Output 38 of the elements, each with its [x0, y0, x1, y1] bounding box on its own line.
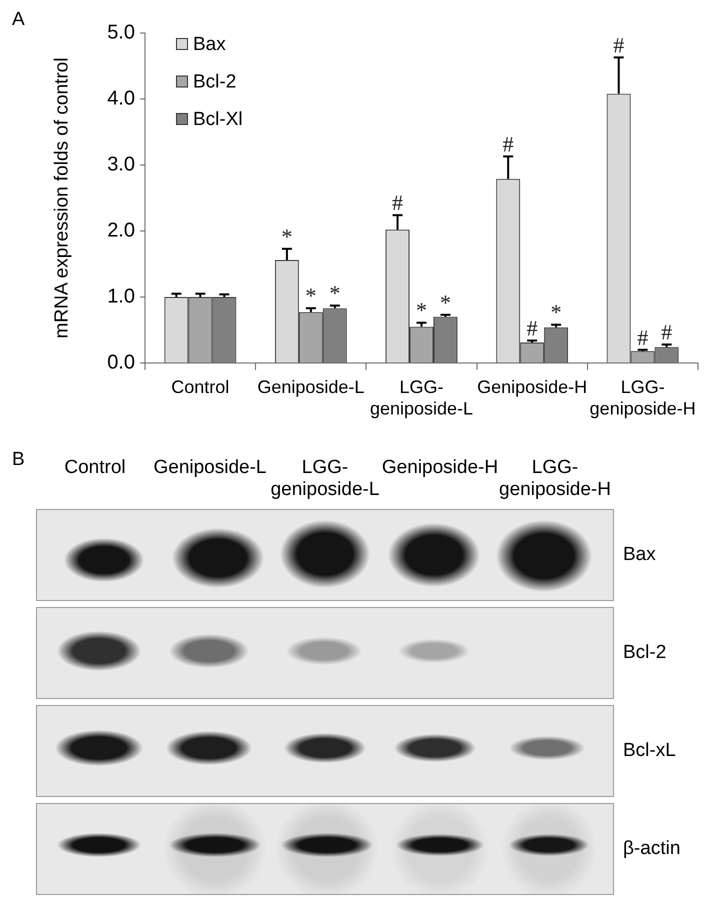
- y-axis-title: mRNA expression folds of control: [52, 58, 73, 338]
- x-tick-label: LGG-geniposide-H: [590, 376, 696, 418]
- data-label: #: [392, 190, 404, 216]
- y-tick-label: 5.0: [107, 22, 135, 44]
- category-label: LGG-geniposide-H: [499, 457, 611, 500]
- data-label: #: [661, 320, 672, 345]
- data-label: *: [440, 290, 451, 315]
- x-tick-label: LGG-geniposide-L: [370, 376, 474, 418]
- data-label: #: [526, 316, 538, 341]
- y-tick-label: 3.0: [107, 154, 135, 176]
- chart-title: A: [12, 9, 25, 30]
- text: B: [12, 449, 25, 471]
- x-tick-label: Control: [171, 376, 230, 397]
- legend-label: Bcl-2: [193, 72, 236, 93]
- y-tick-label: 2.0: [107, 220, 135, 242]
- x-tick-label: Geniposide-L: [257, 376, 364, 397]
- category-label: Geniposide-L: [152, 457, 268, 479]
- text: Bax: [623, 544, 656, 566]
- data-label: *: [281, 224, 292, 249]
- data-label: #: [502, 131, 514, 156]
- data-label: *: [329, 280, 340, 306]
- y-tick-label: 0.0: [107, 352, 135, 374]
- text: Bcl-2: [623, 642, 666, 664]
- data-label: *: [305, 283, 316, 308]
- y-tick-label: 1.0: [107, 286, 135, 308]
- data-label: *: [550, 300, 562, 325]
- x-tick-label: Geniposide-H: [477, 376, 588, 397]
- legend-label: Bax: [193, 34, 226, 56]
- category-label: Geniposide-H: [380, 457, 500, 479]
- data-label: #: [637, 324, 648, 350]
- legend-label: Bcl-Xl: [193, 109, 243, 130]
- text: Bcl-xL: [623, 740, 676, 762]
- data-label: #: [613, 32, 624, 58]
- category-label: LGG-geniposide-L: [270, 457, 380, 500]
- category-label: Control: [63, 457, 127, 479]
- y-tick-label: 4.0: [107, 88, 135, 110]
- text: β-actin: [623, 838, 680, 860]
- data-label: *: [416, 298, 427, 323]
